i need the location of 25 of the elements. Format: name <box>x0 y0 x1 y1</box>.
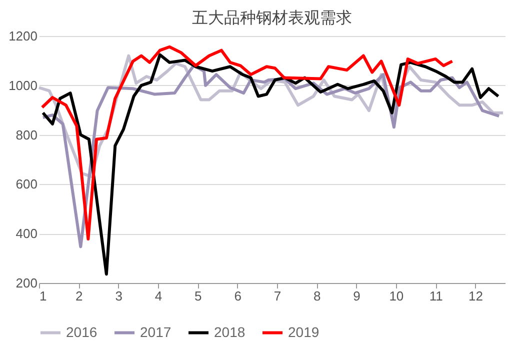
x-tick-label: 6 <box>234 288 242 304</box>
x-tick-label: 4 <box>154 288 162 304</box>
y-tick-label: 200 <box>16 276 38 290</box>
legend-label: 2016 <box>66 324 98 340</box>
legend-label: 2019 <box>288 324 320 340</box>
line-series <box>40 45 454 241</box>
x-tick-label: 11 <box>429 288 443 304</box>
x-tick-label: 3 <box>115 288 122 304</box>
x-tick-label: 1 <box>40 288 47 304</box>
x-tick-label: 12 <box>468 288 483 304</box>
legend-label: 2018 <box>214 324 246 340</box>
y-tick-label: 1000 <box>8 78 38 93</box>
legend-label: 2017 <box>140 324 172 340</box>
x-tick-label: 8 <box>314 288 321 304</box>
y-tick-label: 400 <box>16 226 38 242</box>
x-tick-label: 5 <box>194 288 202 304</box>
x-tick-label: 9 <box>353 288 360 304</box>
x-tick-label: 2 <box>76 288 83 304</box>
x-tick-label: 7 <box>274 288 282 304</box>
y-tick-label: 600 <box>16 176 38 192</box>
y-tick-label: 800 <box>16 127 38 142</box>
chart-title: 五大品种钢材表观需求 <box>192 9 352 27</box>
line-series <box>41 53 500 276</box>
x-tick-label: 10 <box>389 288 404 304</box>
y-tick-label: 1200 <box>8 28 38 44</box>
